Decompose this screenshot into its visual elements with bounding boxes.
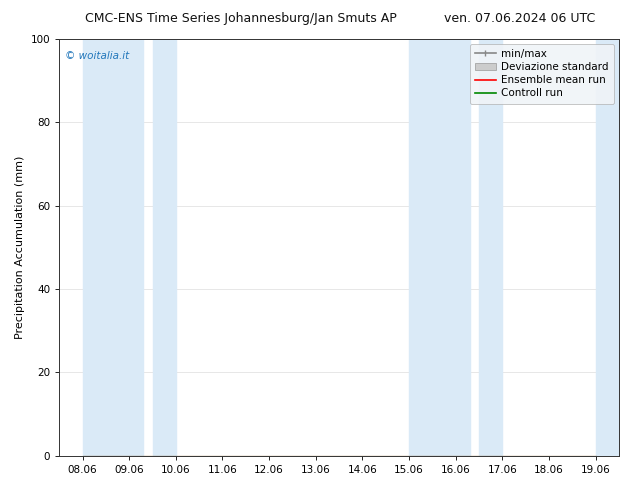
Bar bbox=[596, 39, 619, 456]
Bar bbox=[153, 39, 176, 456]
Legend: min/max, Deviazione standard, Ensemble mean run, Controll run: min/max, Deviazione standard, Ensemble m… bbox=[470, 44, 614, 103]
Text: ven. 07.06.2024 06 UTC: ven. 07.06.2024 06 UTC bbox=[444, 12, 595, 25]
Bar bbox=[409, 39, 470, 456]
Bar bbox=[479, 39, 502, 456]
Text: © woitalia.it: © woitalia.it bbox=[65, 51, 129, 61]
Text: CMC-ENS Time Series Johannesburg/Jan Smuts AP: CMC-ENS Time Series Johannesburg/Jan Smu… bbox=[85, 12, 397, 25]
Bar bbox=[82, 39, 143, 456]
Y-axis label: Precipitation Accumulation (mm): Precipitation Accumulation (mm) bbox=[15, 156, 25, 339]
